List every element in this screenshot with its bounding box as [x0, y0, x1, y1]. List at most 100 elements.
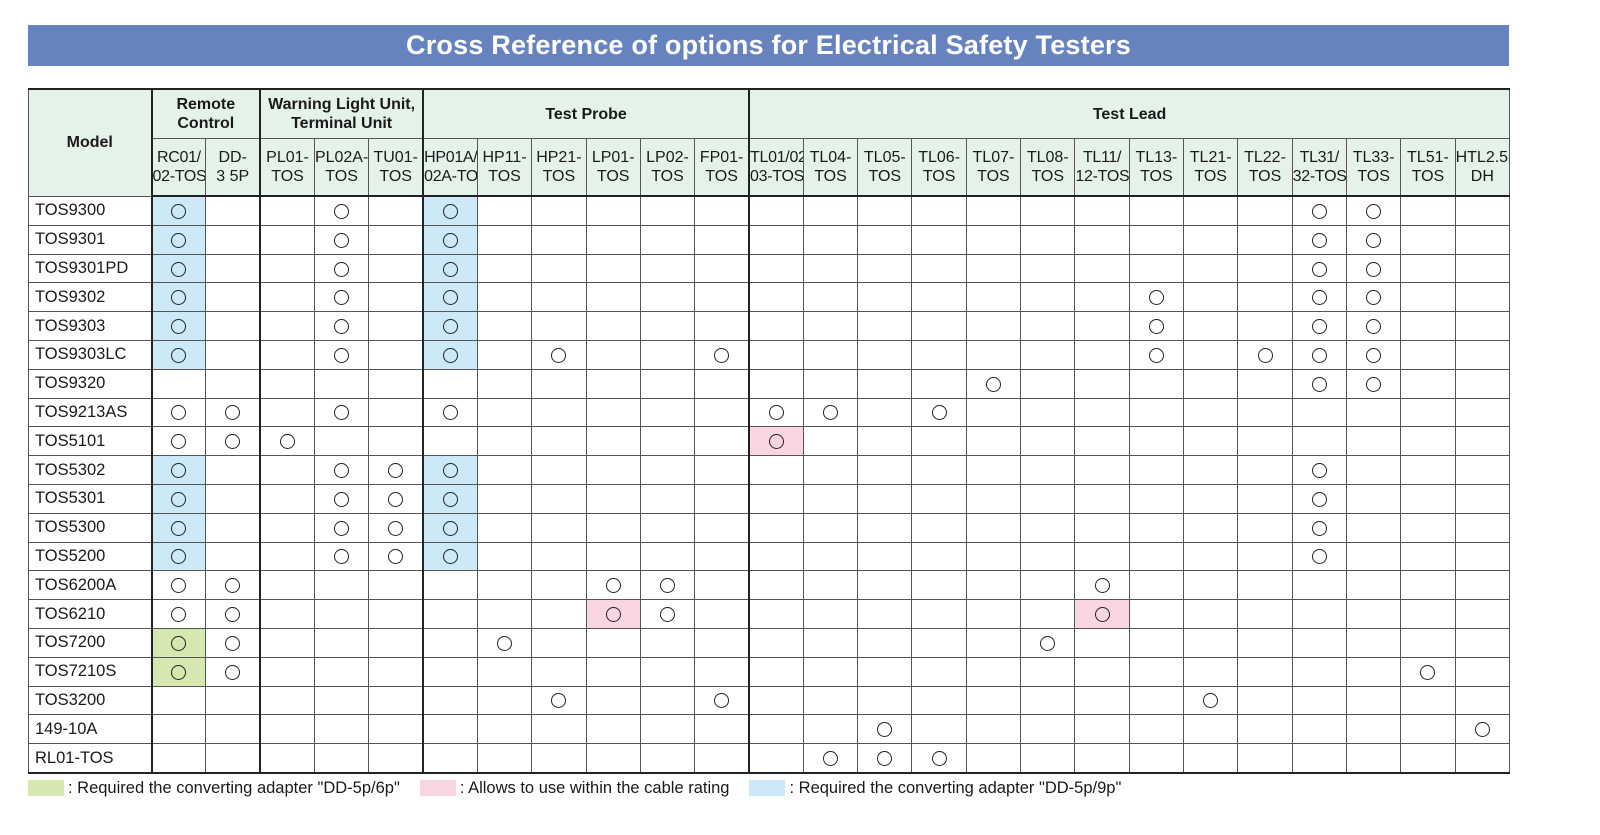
option-cell [1345, 656, 1402, 687]
option-cell [1074, 714, 1130, 745]
option-cell [694, 397, 750, 428]
compatible-mark-icon [443, 232, 458, 248]
option-cell [1128, 685, 1185, 716]
option-cell [857, 541, 913, 572]
option-cell [802, 224, 859, 255]
option-cell [1454, 455, 1511, 485]
option-cell [1291, 311, 1347, 341]
option-cell [531, 743, 587, 774]
option-cell [857, 397, 913, 428]
option-cell [585, 743, 641, 774]
option-cell [313, 714, 370, 745]
option-cell [476, 541, 533, 572]
option-cell [205, 253, 261, 284]
option-cell [694, 570, 750, 601]
option-cell [1020, 743, 1076, 774]
option-cell [150, 224, 207, 255]
option-cell [1183, 282, 1239, 313]
option-cell [1128, 714, 1185, 745]
option-cell [585, 570, 641, 601]
option-cell [1128, 253, 1185, 284]
option-cell [911, 426, 967, 457]
compatible-mark-icon [877, 751, 893, 767]
option-cell [150, 253, 207, 284]
option-cell [368, 627, 424, 658]
option-cell [802, 311, 859, 341]
option-cell [422, 426, 478, 457]
option-cell [1183, 311, 1239, 341]
compatible-mark-icon [1366, 203, 1382, 219]
table-row: TOS7200 [28, 627, 1511, 658]
option-cell [150, 599, 207, 629]
compatible-mark-icon [443, 405, 458, 421]
option-cell [476, 512, 533, 543]
option-cell [259, 195, 315, 226]
column-header: TL22- TOS [1237, 138, 1293, 197]
option-cell [531, 224, 587, 255]
option-cell [1020, 714, 1076, 745]
option-cell [748, 656, 804, 687]
option-cell [802, 455, 859, 485]
option-cell [1183, 224, 1239, 255]
model-header: Model [28, 88, 152, 197]
option-cell [313, 195, 370, 226]
option-cell [748, 195, 804, 226]
option-cell [694, 253, 750, 284]
option-cell [1183, 483, 1239, 514]
option-cell [150, 685, 207, 716]
option-cell [1400, 195, 1456, 226]
compatible-mark-icon [1148, 319, 1164, 335]
option-cell [639, 483, 696, 514]
column-header: RC01/02-TOS [150, 138, 207, 197]
option-cell [965, 368, 1022, 399]
model-name: TOS5302 [28, 455, 152, 485]
option-cell [205, 195, 261, 226]
table-row: TOS9300 [28, 195, 1511, 226]
option-cell [911, 570, 967, 601]
option-cell [531, 195, 587, 226]
option-cell [639, 397, 696, 428]
option-cell [802, 368, 859, 399]
option-cell [1183, 743, 1239, 774]
option-cell [1237, 570, 1293, 601]
option-cell [150, 627, 207, 658]
compatible-mark-icon [171, 232, 187, 248]
option-cell [368, 282, 424, 313]
option-cell [911, 311, 967, 341]
model-name: TOS9320 [28, 368, 152, 399]
option-cell [531, 339, 587, 370]
compatible-mark-icon [334, 405, 350, 421]
compatible-mark-icon [877, 722, 893, 738]
model-name: TOS9302 [28, 282, 152, 313]
option-cell [1074, 397, 1130, 428]
option-cell [1020, 282, 1076, 313]
option-cell [1400, 685, 1456, 716]
option-cell [585, 512, 641, 543]
option-cell [1020, 397, 1076, 428]
option-cell [1400, 311, 1456, 341]
compatible-mark-icon [1311, 261, 1327, 277]
group-test-probe: Test Probe [422, 88, 750, 139]
option-cell [857, 224, 913, 255]
option-cell [1020, 570, 1076, 601]
option-cell [802, 282, 859, 313]
option-cell [531, 426, 587, 457]
column-header: TL05- TOS [857, 138, 913, 197]
option-cell [748, 714, 804, 745]
table-row: TOS5302 [28, 455, 1511, 485]
option-cell [531, 685, 587, 716]
option-cell [1400, 368, 1456, 399]
option-cell [585, 426, 641, 457]
compatible-mark-icon [605, 578, 621, 594]
option-cell [368, 397, 424, 428]
option-cell [1074, 311, 1130, 341]
option-cell [205, 397, 261, 428]
option-cell [313, 656, 370, 687]
option-cell [422, 397, 478, 428]
option-cell [1291, 368, 1347, 399]
option-cell [1345, 599, 1402, 629]
compatible-mark-icon [334, 520, 350, 536]
option-cell [1074, 282, 1130, 313]
table-row: TOS6210 [28, 599, 1511, 629]
compatible-mark-icon [1311, 347, 1327, 363]
